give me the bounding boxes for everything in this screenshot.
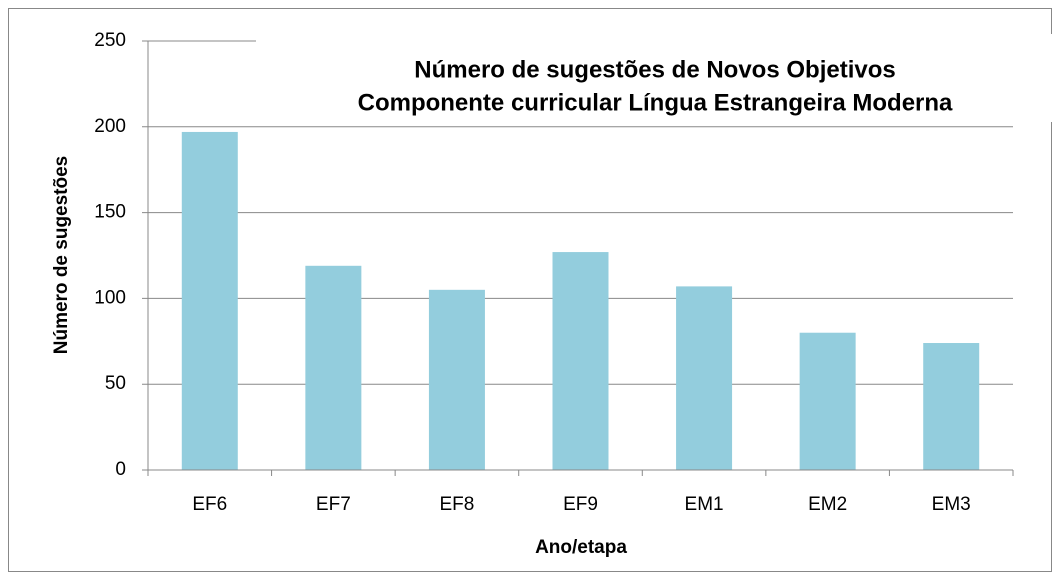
y-tick-label: 250	[94, 30, 126, 51]
y-tick-label: 150	[94, 202, 126, 223]
bar	[676, 286, 733, 470]
x-tick-label: EM3	[932, 494, 971, 515]
bar	[799, 332, 856, 470]
x-tick-label: EF8	[439, 494, 474, 515]
chart-title: Número de sugestões de Novos Objetivos	[414, 56, 895, 83]
bar	[181, 131, 238, 470]
x-tick-label: EM2	[808, 494, 847, 515]
y-tick-label: 200	[94, 116, 126, 137]
y-tick-label: 0	[115, 459, 126, 480]
y-tick-label: 50	[105, 373, 126, 394]
bar	[305, 265, 362, 470]
bar	[428, 289, 485, 470]
chart-title: Componente curricular Língua Estrangeira…	[358, 89, 953, 116]
x-axis-label: Ano/etapa	[535, 537, 627, 558]
x-tick-label: EM1	[685, 494, 724, 515]
bar	[923, 343, 980, 470]
bar	[552, 252, 609, 470]
x-tick-label: EF9	[563, 494, 598, 515]
y-axis-label: Número de sugestões	[51, 156, 72, 355]
title-background	[256, 34, 1052, 122]
y-tick-label: 100	[94, 287, 126, 308]
x-tick-label: EF7	[316, 494, 351, 515]
x-tick-label: EF6	[192, 494, 227, 515]
